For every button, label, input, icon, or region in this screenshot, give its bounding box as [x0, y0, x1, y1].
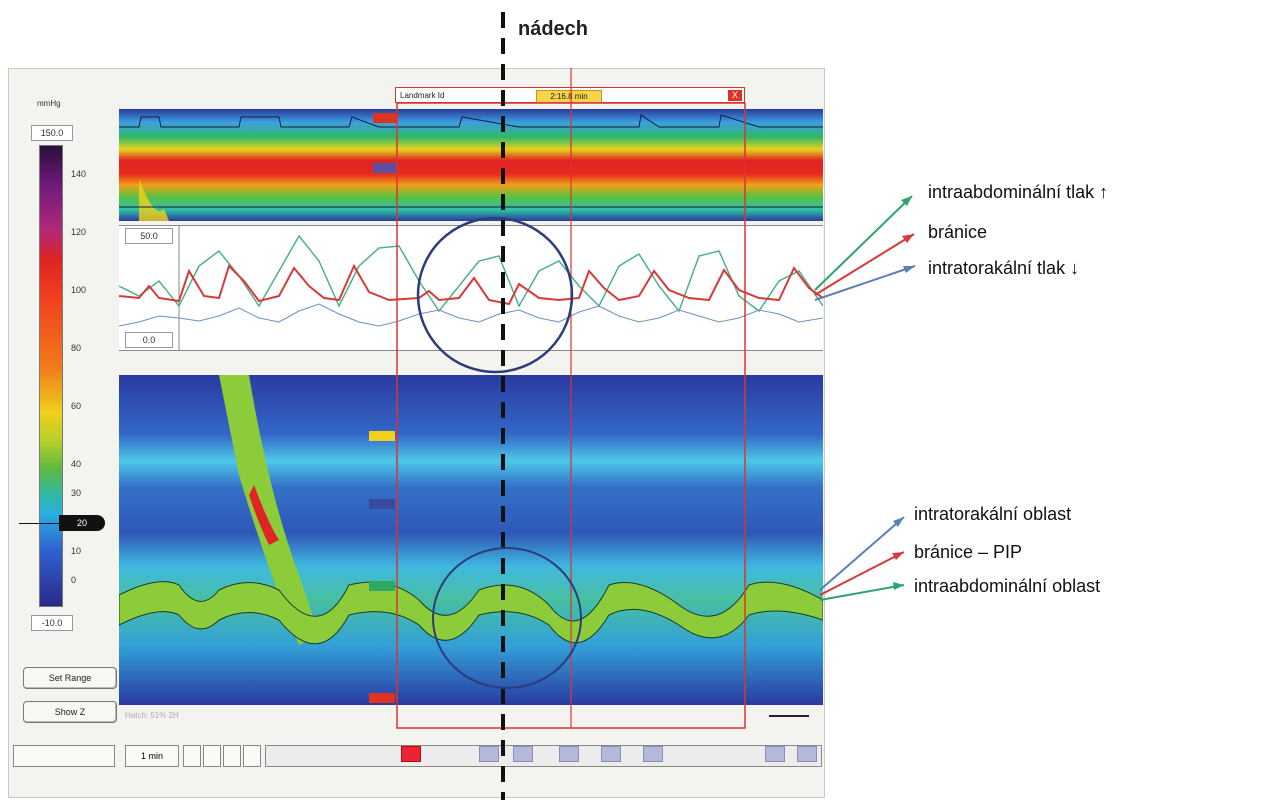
landmark-close-icon[interactable]: X: [728, 90, 742, 101]
landmark-chip[interactable]: [797, 746, 817, 762]
scroll-arrow-icon[interactable]: [769, 715, 809, 717]
landmark-time-badge: 2:16.8 min: [536, 90, 602, 103]
line-panel-max-box[interactable]: 50.0: [125, 228, 173, 244]
inspiration-title: nádech: [518, 18, 589, 40]
landmark-chip[interactable]: [479, 746, 499, 762]
step-back-icon[interactable]: [243, 745, 261, 767]
zoom-in-icon[interactable]: [183, 745, 201, 767]
arrow-intrathoracic-pressure: [814, 265, 916, 301]
label-intraabdominal-pressure: intraabdominální tlak ↑: [928, 182, 1109, 202]
toolbar-blank-field[interactable]: [13, 745, 115, 767]
landmark-chip[interactable]: [559, 746, 579, 762]
scale-marker-line: [19, 523, 59, 524]
arrow-intraabdominal-pressure: [814, 195, 913, 291]
line-panel-min-box[interactable]: 0.0: [125, 332, 173, 348]
pressure-line-panel[interactable]: 50.0 0.0: [119, 225, 823, 351]
landmark-chip[interactable]: [765, 746, 785, 762]
scale-tick: 60: [71, 401, 82, 411]
scale-tick: 100: [71, 285, 87, 295]
label-intrathoracic-pressure: intratorakální tlak ↓: [928, 258, 1080, 278]
manometry-app-window: mmHg 150.0 140 120 100 80 60 40 30 20 10…: [8, 68, 825, 798]
scale-unit: mmHg: [37, 99, 61, 108]
label-intrathoracic-region: intratorakální oblast: [914, 504, 1072, 524]
scale-tick: 0: [71, 575, 77, 585]
upper-pressure-topography[interactable]: [119, 109, 823, 221]
trace-blue: [119, 303, 823, 327]
scale-tick: 20: [49, 517, 59, 527]
pressure-traces-svg: [119, 226, 823, 350]
landmark-label: Landmark Id: [400, 91, 445, 100]
label-diaphragm: bránice: [928, 222, 988, 242]
arrow-diaphragm-pip: [819, 551, 905, 596]
current-position-chip[interactable]: [401, 746, 421, 762]
landmark-chip[interactable]: [643, 746, 663, 762]
set-range-button[interactable]: Set Range: [23, 667, 117, 689]
arrow-diaphragm: [814, 233, 915, 296]
scale-tick: 120: [71, 227, 87, 237]
status-hatch-text: Hatch: 51% 2H: [125, 711, 179, 720]
timeline-toolbar: 1 min: [9, 739, 824, 767]
trace-green: [119, 234, 823, 313]
landmark-id-bar[interactable]: Landmark Id 2:16.8 min X: [395, 87, 745, 103]
lower-topography-svg: [119, 375, 823, 705]
upper-topography-svg: [119, 109, 823, 221]
scale-tick: 40: [71, 459, 82, 469]
color-scale-bar: [39, 145, 63, 607]
label-diaphragm-pip: bránice – PIP: [914, 542, 1023, 562]
scale-max-box[interactable]: 150.0: [31, 125, 73, 141]
arrow-intraabdominal-region: [819, 584, 905, 601]
scale-tick: 140: [71, 169, 87, 179]
timeline-track[interactable]: [265, 745, 822, 767]
scale-threshold-marker[interactable]: 20: [59, 515, 105, 531]
label-intraabdominal-region: intraabdominální oblast: [914, 576, 1101, 596]
landmark-chip[interactable]: [601, 746, 621, 762]
scale-tick: 80: [71, 343, 82, 353]
show-z-button[interactable]: Show Z: [23, 701, 117, 723]
lower-pressure-topography[interactable]: [119, 375, 823, 705]
arrow-intrathoracic-region: [819, 516, 905, 591]
skip-start-icon[interactable]: [223, 745, 241, 767]
landmark-chip[interactable]: [513, 746, 533, 762]
scale-tick: 10: [71, 546, 82, 556]
zoom-out-icon[interactable]: [203, 745, 221, 767]
scale-tick: 30: [71, 488, 82, 498]
time-scale-button[interactable]: 1 min: [125, 745, 179, 767]
scale-min-box[interactable]: -10.0: [31, 615, 73, 631]
